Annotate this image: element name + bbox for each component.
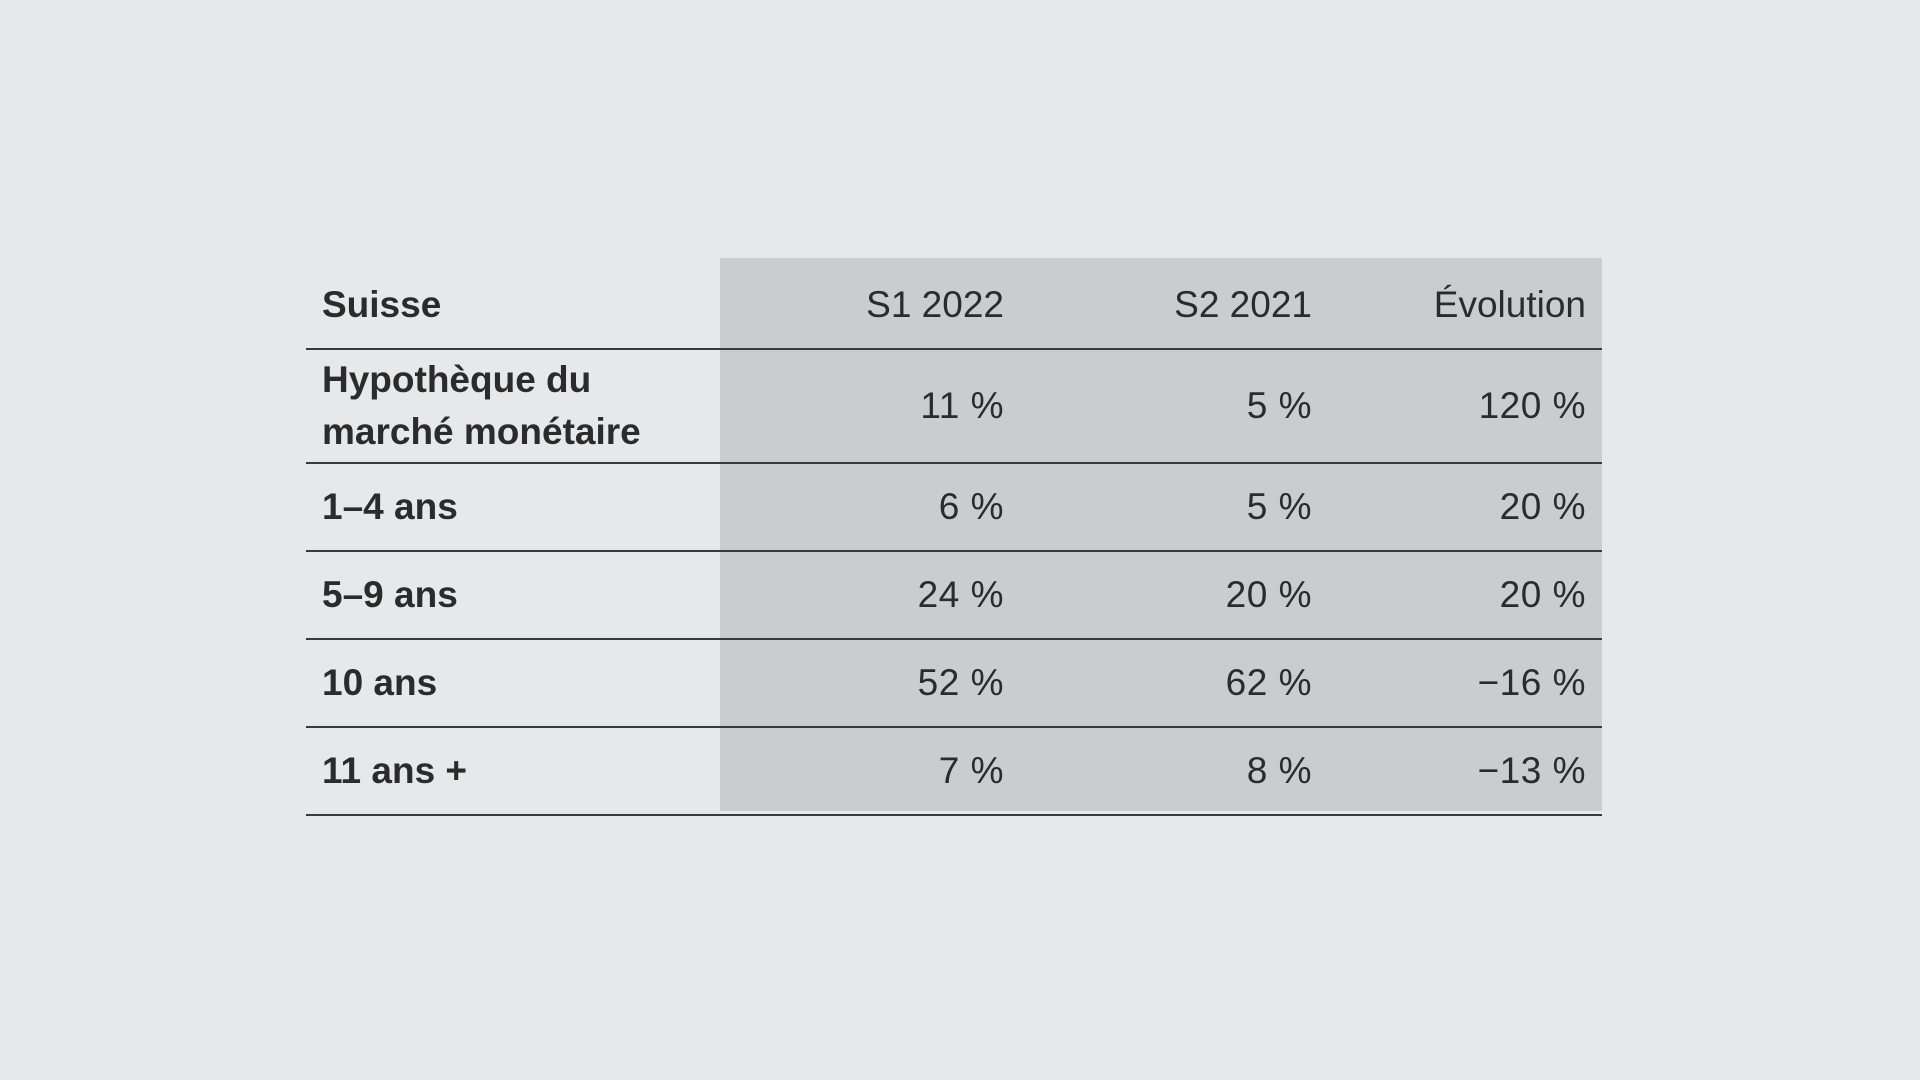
column-header-region: Suisse [306, 258, 720, 350]
table-row: Hypothèque du marché monétaire 11 % 5 % 1… [306, 349, 1602, 464]
row-label: 5–9 ans [306, 551, 720, 640]
cell-s1-2022: 11 % [720, 349, 1020, 464]
cell-s2-2021: 62 % [1020, 639, 1328, 728]
cell-s2-2021: 5 % [1020, 463, 1328, 552]
cell-evolution: 20 % [1328, 463, 1602, 552]
row-label: Hypothèque du marché monétaire [306, 349, 720, 464]
column-header-evolution: Évolution [1328, 258, 1602, 350]
cell-s1-2022: 6 % [720, 463, 1020, 552]
row-label-line: marché monétaire [322, 411, 641, 452]
row-label: 11 ans + [306, 727, 720, 816]
header-row: Suisse S1 2022 S2 2021 Évolution [306, 258, 1602, 350]
cell-s2-2021: 20 % [1020, 551, 1328, 640]
table-row: 5–9 ans 24 % 20 % 20 % [306, 551, 1602, 640]
row-label: 1–4 ans [306, 463, 720, 552]
table-row: 10 ans 52 % 62 % −16 % [306, 639, 1602, 728]
cell-s1-2022: 24 % [720, 551, 1020, 640]
cell-s1-2022: 52 % [720, 639, 1020, 728]
cell-s2-2021: 5 % [1020, 349, 1328, 464]
cell-evolution: 120 % [1328, 349, 1602, 464]
row-label-line: Hypothèque du [322, 359, 592, 400]
row-label: 10 ans [306, 639, 720, 728]
cell-s2-2021: 8 % [1020, 727, 1328, 816]
column-header-s1-2022: S1 2022 [720, 258, 1020, 350]
cell-evolution: −13 % [1328, 727, 1602, 816]
table-row: 1–4 ans 6 % 5 % 20 % [306, 463, 1602, 552]
cell-evolution: −16 % [1328, 639, 1602, 728]
table-row: 11 ans + 7 % 8 % −13 % [306, 727, 1602, 816]
column-header-s2-2021: S2 2021 [1020, 258, 1328, 350]
data-table: Suisse S1 2022 S2 2021 Évolution Hypothè… [306, 258, 1602, 816]
cell-evolution: 20 % [1328, 551, 1602, 640]
cell-s1-2022: 7 % [720, 727, 1020, 816]
data-table-container: Suisse S1 2022 S2 2021 Évolution Hypothè… [306, 258, 1602, 816]
